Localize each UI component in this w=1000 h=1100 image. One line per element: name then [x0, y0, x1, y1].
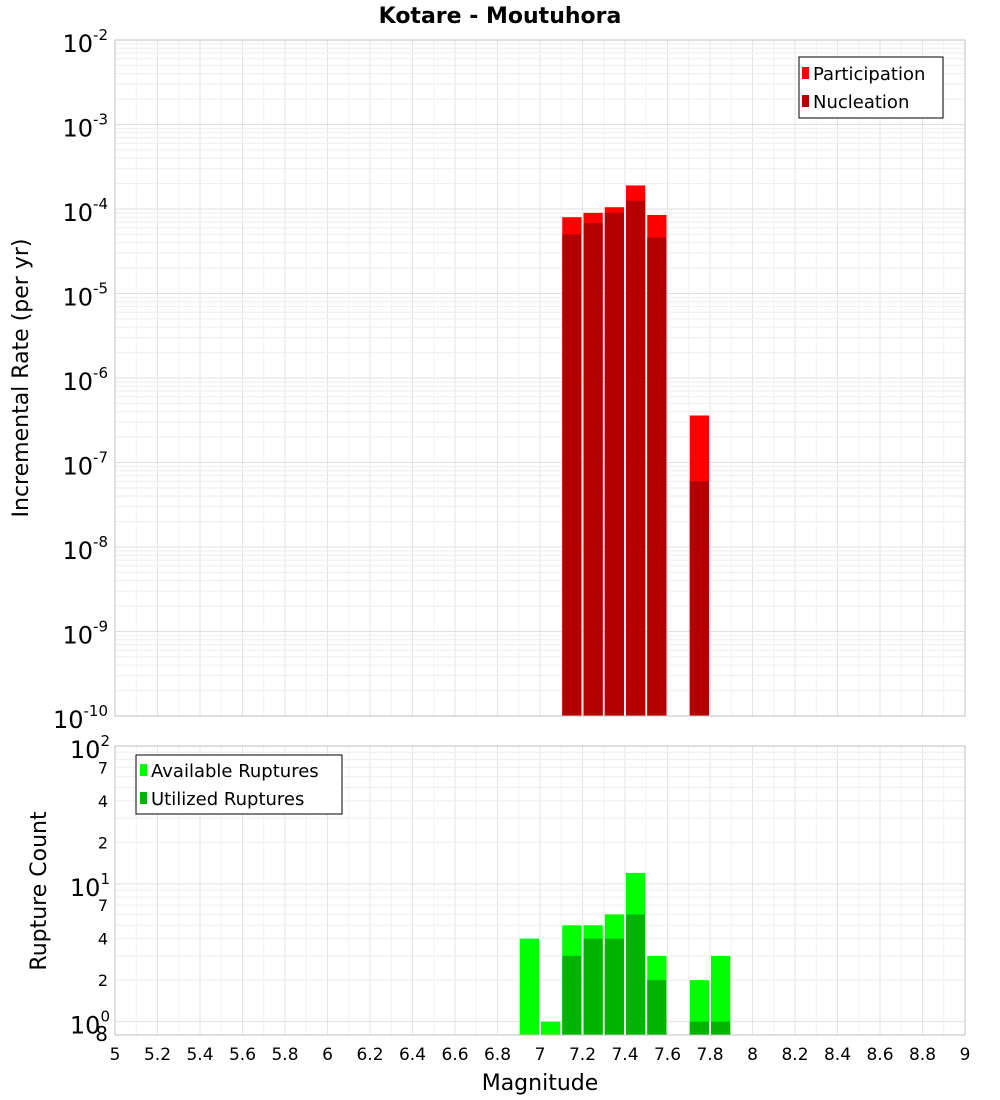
rate-y-tick-label: 10-10 [53, 702, 108, 734]
x-tick-label: 7.4 [611, 1045, 638, 1065]
count-y-tick-labels: 102 101 100 7 4 2 7 4 2 8 [70, 732, 110, 1046]
count-y-minor-tick-label: 7 [98, 896, 108, 915]
x-tick-label: 8.2 [781, 1045, 808, 1065]
utilized-ruptures-legend-label: Utilized Ruptures [151, 789, 304, 810]
x-tick-label: 7.6 [654, 1045, 681, 1065]
rate-y-tick-label: 10-5 [62, 280, 108, 312]
count-y-minor-tick-label: 8 [95, 1022, 108, 1046]
utilized-ruptures-legend-swatch [140, 792, 147, 804]
count-y-minor-tick-label: 4 [98, 792, 108, 811]
x-tick-label: 8.4 [824, 1045, 851, 1065]
participation-legend-label: Participation [813, 64, 925, 85]
nucleation-bar [604, 212, 624, 716]
available-ruptures-legend-swatch [140, 764, 147, 776]
available-ruptures-bar [519, 938, 539, 1035]
count-legend: Available Ruptures Utilized Ruptures [135, 754, 343, 815]
rate-legend: Participation Nucleation [798, 56, 944, 119]
x-tick-label: 8.8 [909, 1045, 936, 1065]
nucleation-bar [562, 234, 582, 717]
utilized-rupture-bars [562, 914, 731, 1035]
utilized-ruptures-bar [562, 955, 582, 1035]
x-tick-label: 5.2 [144, 1045, 171, 1065]
rate-y-axis-label: Incremental Rate (per yr) [9, 239, 34, 518]
utilized-ruptures-bar [689, 1021, 709, 1035]
rate-y-tick-label: 10-3 [62, 111, 108, 143]
rate-y-tick-label: 10-7 [62, 449, 108, 481]
utilized-ruptures-bar [604, 938, 624, 1035]
x-tick-label: 8 [747, 1045, 758, 1065]
available-ruptures-bar [689, 980, 709, 1035]
utilized-ruptures-bar [711, 1021, 731, 1035]
count-y-major-tick-label: 100 [70, 1008, 110, 1040]
nucleation-bar [583, 223, 603, 716]
count-plot-frame [114, 745, 966, 1036]
rate-y-tick-label: 10-9 [62, 618, 108, 650]
count-y-minor-tick-label: 2 [98, 971, 108, 990]
nucleation-legend-label: Nucleation [813, 92, 909, 113]
available-ruptures-bar [541, 1021, 561, 1035]
x-tick-label: 8.6 [866, 1045, 893, 1065]
x-axis-label: Magnitude [482, 1071, 599, 1096]
x-tick-label: 6 [322, 1045, 333, 1065]
x-tick-label: 6.4 [399, 1045, 426, 1065]
x-tick-label: 9 [960, 1045, 971, 1065]
count-y-major-tick-label: 102 [70, 732, 110, 764]
x-tick-label: 5.8 [271, 1045, 298, 1065]
rate-y-tick-label: 10-6 [62, 364, 108, 396]
rate-y-tick-label: 10-2 [62, 26, 108, 58]
count-y-minor-tick-label: 4 [98, 930, 108, 949]
participation-legend-swatch [802, 67, 809, 79]
rate-y-tick-label: 10-8 [62, 533, 108, 565]
count-panel: 102 101 100 7 4 2 7 4 2 8 Rupture Count Available… [27, 732, 970, 1096]
count-y-major-tick-label: 101 [70, 870, 110, 902]
available-ruptures-bar [711, 955, 731, 1035]
count-y-minor-tick-label: 7 [98, 758, 108, 777]
nucleation-bar [689, 481, 709, 716]
chart-title: Kotare - Moutuhora [379, 4, 622, 29]
rate-y-tick-label: 10-4 [62, 195, 108, 227]
utilized-ruptures-bar [647, 980, 667, 1035]
x-tick-label: 5.4 [186, 1045, 213, 1065]
count-y-minor-tick-label: 2 [98, 833, 108, 852]
nucleation-bar [626, 200, 646, 717]
x-tick-label: 7.8 [696, 1045, 723, 1065]
x-tick-label: 5.6 [229, 1045, 256, 1065]
utilized-ruptures-bar [626, 914, 646, 1035]
x-tick-label: 5 [110, 1045, 121, 1065]
x-tick-label: 6.6 [441, 1045, 468, 1065]
nucleation-bar [647, 237, 667, 717]
x-tick-labels: 5 5.2 5.4 5.6 5.8 6 6.2 6.4 6.6 6.8 7 7.2 7.4 7.6 7.8 8… [110, 1045, 971, 1065]
x-tick-label: 6.8 [484, 1045, 511, 1065]
x-tick-label: 7 [535, 1045, 546, 1065]
nucleation-bars [562, 200, 709, 717]
count-y-axis-label: Rupture Count [27, 811, 52, 971]
rate-plot-frame [114, 39, 966, 717]
rate-y-tick-labels: 10-2 10-3 10-4 10-5 10-6 10-7 10-8 10-9 10-10 [53, 26, 108, 734]
x-tick-label: 7.2 [569, 1045, 596, 1065]
rate-gridlines [114, 40, 966, 717]
utilized-ruptures-bar [583, 938, 603, 1035]
x-tick-label: 6.2 [356, 1045, 383, 1065]
count-legend-box [135, 754, 343, 815]
available-ruptures-legend-label: Available Ruptures [151, 761, 319, 782]
rate-panel: 10-2 10-3 10-4 10-5 10-6 10-7 10-8 10-9 10-10 In… [9, 26, 966, 734]
nucleation-legend-swatch [802, 95, 809, 107]
rate-legend-box [798, 56, 944, 119]
